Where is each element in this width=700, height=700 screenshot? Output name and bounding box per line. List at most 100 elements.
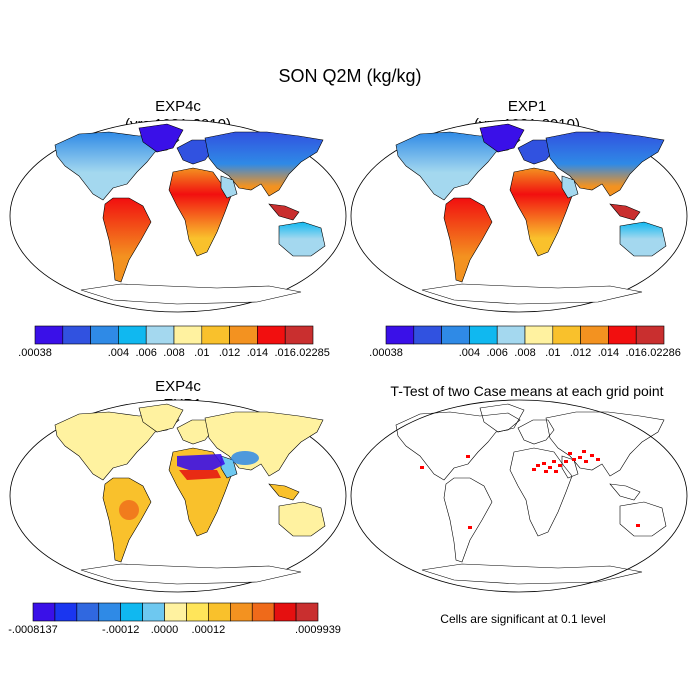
colorbar-tick-label: .01 [545,347,560,359]
anomaly-sahara [177,454,225,470]
colorbar-tick-label: .0009939 [295,624,341,636]
colorbar-tick-label: .004 [459,347,480,359]
significant-cell [636,524,640,527]
colorbar-tick-label: .012 [219,347,240,359]
continent-indonesia [609,483,641,501]
panel-bottom-left: EXP4c - EXP1 -.0008137-.00012.0000.00012… [8,378,347,636]
colorbar-box [120,602,143,622]
colorbar-tick-label: .014 [247,347,268,359]
significant-cell [596,458,600,461]
continent-europe [517,419,555,445]
continent-greenland [479,403,525,433]
significant-cell [582,450,586,453]
continent-south-america [102,197,152,283]
significant-cell [590,454,594,457]
world-map [350,119,688,313]
map-frame [350,399,688,593]
panel-title-line1: EXP1 [508,98,546,115]
significant-cell [544,470,548,473]
colorbar-box [580,325,609,345]
significant-cell [552,460,556,463]
colorbar-tick-label: .01 [194,347,209,359]
colorbar-box [76,602,100,622]
panel-top-left: EXP4c (yrs 1981-2010) .00038.004.006.008… [9,98,347,359]
continent-australia [278,501,326,537]
colorbar-box [552,325,581,345]
colorbar-tick-label: -.00012 [102,624,139,636]
colorbar-box [90,325,119,345]
colorbar-tick-label: .00038 [18,347,52,359]
world-map [9,119,347,313]
colorbar-box [229,325,258,345]
significant-cell [554,470,558,473]
colorbar-box [32,602,56,622]
colorbar-box [496,325,526,345]
continent-south-america [443,197,493,283]
anomaly-middle-east [231,451,259,465]
continent-asia [545,131,665,197]
colorbar-box [524,325,554,345]
continent-antarctica [80,563,302,585]
colorbar-box [173,325,203,345]
colorbar-box [284,325,314,345]
significant-cell [536,464,540,467]
panel-top-right: EXP1 (yrs 1981-2010) .00038.004.006.008.… [350,98,688,359]
significant-cell [420,466,424,469]
colorbar: -.0008137 -.00012 .0000 .00012 .0009939 [8,602,341,636]
continent-australia [619,501,667,537]
world-map [350,399,688,593]
colorbar-tick-label: .02285 [296,347,330,359]
colorbar-box [635,325,665,345]
colorbar-box [118,325,147,345]
continent-north-america [395,411,521,481]
continent-greenland [138,123,184,153]
colorbar-box [273,602,297,622]
continent-asia [204,131,324,197]
significant-cell [468,526,472,529]
anomaly-sahel [179,470,221,480]
colorbar-box [295,602,319,622]
colorbar-tick-label: .008 [514,347,535,359]
significant-cell [568,452,572,455]
colorbar-tick-label: .0000 [151,624,179,636]
colorbar-box [145,325,175,345]
world-map [9,399,347,593]
colorbar-tick-label: .012 [570,347,591,359]
colorbar-tick-label: .006 [135,347,156,359]
colorbar-tick-label: .02286 [647,347,681,359]
colorbar-box [208,602,231,622]
colorbar-box [62,325,91,345]
continent-indonesia [268,483,300,501]
colorbar-tick-label: .016 [625,347,646,359]
panel-title-line1: EXP4c [155,378,201,395]
colorbar-tick-label: .00038 [369,347,403,359]
continent-antarctica [421,563,643,585]
continent-south-america [102,477,152,563]
colorbar-box [98,602,121,622]
panel-bottom-right: T-Test of two Case means at each grid po… [350,383,688,626]
figure-title: SON Q2M (kg/kg) [278,66,421,86]
continent-africa [509,167,573,257]
continent-greenland [138,403,184,433]
continent-indonesia [609,203,641,221]
significant-cell [558,464,562,467]
significant-cell [564,460,568,463]
colorbar-box [469,325,498,345]
colorbar-tick-label: .004 [108,347,129,359]
colorbar-tick-label: .006 [486,347,507,359]
significance-footnote: Cells are significant at 0.1 level [440,612,605,626]
continent-arabia [220,175,238,199]
significant-cell [542,462,546,465]
continent-north-america [395,131,521,201]
continent-antarctica [421,283,643,305]
significant-cell [572,458,576,461]
colorbar-tick-label: .014 [598,347,619,359]
continent-indonesia [268,203,300,221]
continent-arabia [561,175,579,199]
significant-cell [466,455,470,458]
continent-australia [619,221,667,257]
significant-cell [548,466,552,469]
colorbar-box [441,325,470,345]
colorbar-box [257,325,286,345]
